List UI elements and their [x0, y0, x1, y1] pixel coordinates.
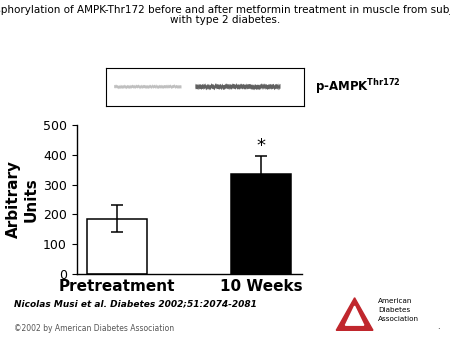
Text: *: * [256, 137, 266, 155]
Text: American: American [378, 298, 413, 304]
Text: ©2002 by American Diabetes Association: ©2002 by American Diabetes Association [14, 324, 174, 333]
Text: p-AMPK$\mathregular{^{Thr172}}$: p-AMPK$\mathregular{^{Thr172}}$ [315, 78, 401, 96]
Polygon shape [336, 298, 373, 330]
Bar [87, 219, 147, 274]
Polygon shape [346, 306, 364, 325]
Y-axis label: Arbitrary
Units: Arbitrary Units [6, 161, 39, 238]
Text: .: . [437, 322, 439, 331]
Text: Diabetes: Diabetes [378, 307, 410, 313]
Bar [231, 174, 291, 274]
Text: Nicolas Musi et al. Diabetes 2002;51:2074-2081: Nicolas Musi et al. Diabetes 2002;51:207… [14, 299, 256, 308]
Text: Association: Association [378, 316, 419, 322]
Text: Phosphorylation of AMPK-Thr172 before and after metformin treatment in muscle fr: Phosphorylation of AMPK-Thr172 before an… [0, 5, 450, 15]
Text: with type 2 diabetes.: with type 2 diabetes. [170, 15, 280, 25]
